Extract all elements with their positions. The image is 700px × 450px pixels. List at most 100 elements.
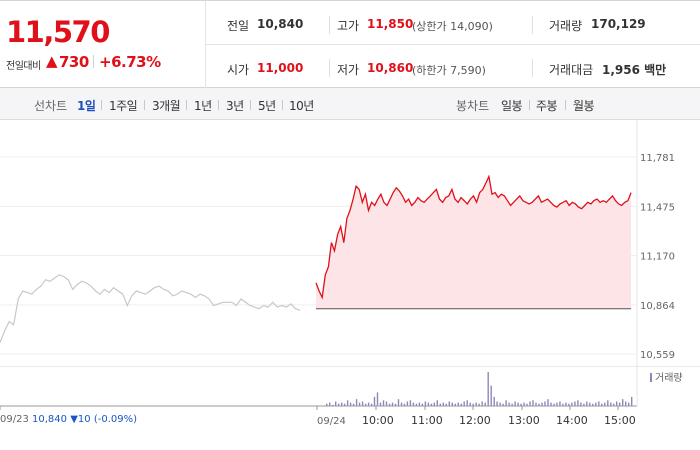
volume-bar bbox=[418, 402, 421, 406]
volume-bar bbox=[595, 402, 597, 406]
change-value: 730 bbox=[59, 53, 89, 71]
volume-bar bbox=[448, 401, 450, 406]
tab-10year[interactable]: 10년 bbox=[289, 99, 314, 113]
volume-bar bbox=[335, 401, 337, 406]
volume-bar bbox=[451, 402, 453, 406]
today-area-fill bbox=[316, 176, 631, 309]
volume-bar bbox=[409, 400, 412, 406]
candle-chart-label: 봉차트 bbox=[456, 99, 490, 113]
volume-bar bbox=[577, 400, 579, 406]
volume-bar bbox=[586, 401, 588, 406]
prev-change: 10 bbox=[77, 414, 91, 425]
volume-bar bbox=[364, 403, 367, 406]
quote-header: 11,570 전일대비 ▲ 730 +6.73% 전일 10,840 고가 11… bbox=[0, 0, 700, 88]
volume-bar bbox=[469, 402, 471, 406]
volume-bar bbox=[607, 400, 609, 406]
y-tick-label: 11,170 bbox=[640, 252, 675, 263]
today-line bbox=[315, 174, 632, 300]
volume-bar bbox=[352, 403, 355, 406]
open-value: 11,000 bbox=[257, 61, 304, 75]
high-label: 고가 bbox=[337, 19, 360, 33]
divider bbox=[282, 100, 283, 110]
price-chart[interactable]: 11,781 11,475 11,170 10,864 10,559 bbox=[0, 120, 700, 366]
divider bbox=[532, 59, 533, 77]
tab-5year[interactable]: 5년 bbox=[258, 99, 276, 113]
volume-bar bbox=[412, 402, 415, 406]
tab-1year[interactable]: 1년 bbox=[194, 99, 212, 113]
volume-bar bbox=[496, 401, 498, 406]
volume-bar bbox=[415, 403, 418, 406]
volume-bar bbox=[439, 403, 441, 406]
row-divider bbox=[206, 44, 700, 45]
volume-bar bbox=[616, 401, 618, 406]
prev-date: 09/23 bbox=[0, 414, 29, 425]
volume-bar bbox=[430, 403, 433, 406]
divider bbox=[218, 100, 219, 110]
volume-label: 거래량 bbox=[549, 19, 583, 33]
volume-bar bbox=[565, 402, 567, 406]
volume-value: 170,129 bbox=[591, 17, 646, 31]
volume-bar bbox=[529, 401, 531, 406]
volume-bar bbox=[631, 396, 633, 406]
volume-bar bbox=[556, 402, 558, 406]
volume-bar bbox=[523, 402, 525, 406]
down-arrow-icon: ▼ bbox=[70, 414, 78, 425]
x-tick-label: 13:00 bbox=[508, 414, 540, 427]
volume-bar bbox=[604, 402, 606, 406]
volume-bars bbox=[326, 372, 633, 406]
volume-bar bbox=[394, 403, 397, 406]
change-label: 전일대비 bbox=[6, 61, 41, 72]
prev-day-info: 09/23 10,840 ▼10 (-0.09%) bbox=[0, 414, 137, 425]
volume-bar bbox=[463, 401, 465, 406]
volume-bar bbox=[526, 403, 528, 406]
volume-bar bbox=[478, 403, 480, 406]
volume-bar bbox=[382, 400, 385, 406]
volume-bar bbox=[550, 402, 552, 406]
prev-rate: (-0.09%) bbox=[93, 414, 138, 425]
divider bbox=[565, 100, 566, 110]
volume-bar bbox=[493, 396, 495, 406]
volume-bar bbox=[532, 400, 534, 406]
volume-bar bbox=[329, 402, 331, 406]
volume-bar bbox=[508, 402, 510, 406]
tab-daily-candle[interactable]: 일봉 bbox=[501, 99, 523, 113]
volume-bar bbox=[454, 403, 456, 406]
volume-bar bbox=[326, 403, 328, 406]
volume-bar bbox=[571, 402, 573, 406]
tab-monthly-candle[interactable]: 월봉 bbox=[573, 99, 595, 113]
volume-bar bbox=[613, 403, 615, 406]
divider bbox=[529, 100, 530, 110]
volume-bar bbox=[457, 402, 459, 406]
volume-bar bbox=[601, 403, 603, 406]
volume-bar bbox=[397, 399, 400, 406]
volume-bar bbox=[517, 402, 519, 406]
volume-legend-label: 거래량 bbox=[655, 372, 683, 384]
volume-bar bbox=[472, 403, 474, 406]
volume-bar bbox=[580, 402, 582, 406]
volume-bar bbox=[332, 404, 334, 406]
volume-bar bbox=[553, 403, 555, 406]
volume-bar bbox=[583, 403, 585, 406]
volume-bar bbox=[541, 402, 543, 406]
volume-bar bbox=[547, 399, 549, 406]
volume-bar bbox=[481, 401, 483, 406]
tab-1week[interactable]: 1주일 bbox=[109, 99, 138, 113]
volume-bar bbox=[559, 401, 561, 406]
volume-bar bbox=[376, 392, 379, 406]
volume-bar bbox=[511, 403, 513, 406]
prev-day-line bbox=[0, 274, 301, 343]
tab-1day[interactable]: 1일 bbox=[77, 99, 96, 113]
prev-close-value: 10,840 bbox=[257, 17, 304, 31]
y-tick-label: 10,559 bbox=[640, 350, 675, 361]
tab-3year[interactable]: 3년 bbox=[226, 99, 244, 113]
volume-chart[interactable]: 거래량 09/24 10:00 11:00 12:00 13:00 14:00 15:00 bbox=[0, 366, 700, 450]
tab-3month[interactable]: 3개월 bbox=[152, 99, 181, 113]
volume-bar bbox=[391, 402, 394, 406]
tab-weekly-candle[interactable]: 주봉 bbox=[536, 99, 558, 113]
volume-bar bbox=[361, 401, 364, 406]
volume-bar bbox=[520, 403, 522, 406]
volume-bar bbox=[610, 402, 612, 406]
lower-limit: (하한가 7,590) bbox=[412, 64, 486, 77]
upper-limit: (상한가 14,090) bbox=[412, 20, 493, 33]
x-tick-label: 11:00 bbox=[411, 414, 443, 427]
